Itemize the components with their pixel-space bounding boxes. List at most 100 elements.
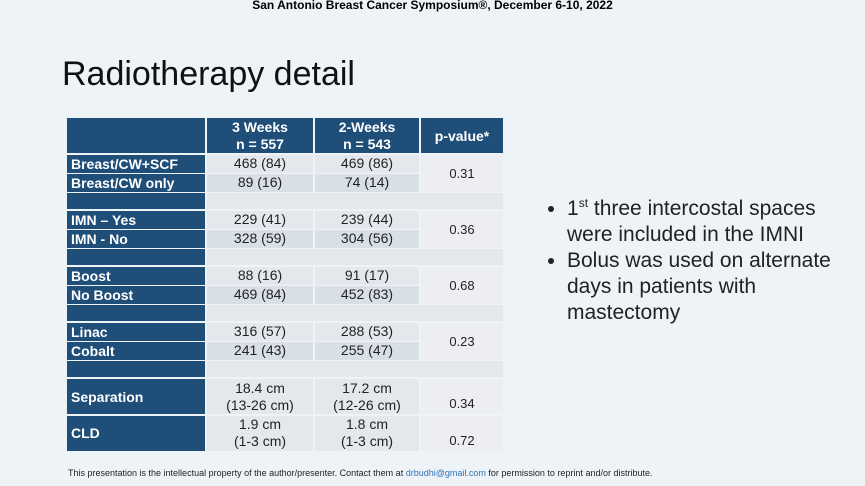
- cell-text: 304 (56): [340, 230, 394, 247]
- cell: 255 (47): [315, 342, 419, 360]
- cell-text: (1-3 cm): [340, 433, 394, 449]
- cell: 229 (41): [207, 211, 313, 229]
- footer-text: for permission to reprint and/or distrib…: [488, 468, 653, 478]
- cell-text: 468 (84): [233, 155, 287, 172]
- row-label-text: Linac: [71, 323, 108, 340]
- row-label: Breast/CW only: [67, 174, 205, 192]
- cell: 1.9 cm (1-3 cm): [207, 415, 313, 451]
- footer-email: drbudhi@gmail.com: [405, 468, 486, 478]
- header: San Antonio Breast Cancer Symposium®, De…: [252, 0, 613, 12]
- cell-text: 88 (16): [237, 267, 283, 284]
- cell-text: 241 (43): [233, 342, 287, 359]
- cell: 17.2 cm (12-26 cm): [315, 379, 419, 414]
- spacer: [207, 361, 503, 377]
- p-value-cell: 0.23: [421, 323, 503, 360]
- cell: 328 (59): [207, 230, 313, 248]
- cell-text: 1.8 cm: [345, 416, 388, 432]
- p-value: 0.23: [449, 333, 475, 349]
- row-label-text: Separation: [71, 388, 144, 405]
- p-value: 0.36: [449, 221, 475, 237]
- cell-text: 288 (53): [340, 323, 394, 340]
- cell-text: 469 (84): [233, 286, 287, 303]
- header-cell: 2-Weeks n = 543: [315, 118, 419, 153]
- cell: 288 (53): [315, 323, 419, 341]
- cell: 18.4 cm (13-26 cm): [207, 379, 313, 414]
- cell: 452 (83): [315, 286, 419, 304]
- cell-text: 17.2 cm: [342, 379, 392, 396]
- cell: 468 (84): [207, 155, 313, 173]
- p-value: 0.72: [449, 432, 475, 448]
- p-value-cell: 0.72: [421, 415, 503, 451]
- spacer-label: [67, 193, 205, 209]
- cell: 89 (16): [207, 174, 313, 192]
- cell-text: 229 (41): [233, 211, 287, 228]
- footer: This presentation is the intellectual pr…: [68, 468, 652, 478]
- cell-text: 91 (17): [344, 267, 390, 284]
- cell: 469 (86): [315, 155, 419, 173]
- cell: 316 (57): [207, 323, 313, 341]
- cell-text: 469 (86): [340, 155, 394, 172]
- cell-text: 1.9 cm: [238, 416, 281, 432]
- cell-text: 316 (57): [233, 323, 287, 340]
- header-cell: p-value*: [421, 118, 503, 153]
- cell-text: 74 (14): [344, 174, 390, 191]
- cell: 469 (84): [207, 286, 313, 304]
- p-value-cell: 0.34: [421, 379, 503, 414]
- row-label-text: Boost: [71, 267, 111, 284]
- spacer: [207, 249, 503, 265]
- superscript: st: [578, 196, 589, 210]
- bullet-text: three intercostal spaces were included i…: [567, 197, 816, 246]
- slide-title: Radiotherapy detail: [62, 55, 355, 93]
- header-cell: 3 Weeks n = 557: [207, 118, 313, 153]
- row-label-text: IMN – Yes: [71, 211, 137, 228]
- row-label-text: No Boost: [71, 286, 134, 303]
- bullet-prefix: 1: [567, 197, 579, 220]
- row-label: Linac: [67, 323, 205, 341]
- row-label-text: Cobalt: [71, 342, 115, 359]
- cell-text: 328 (59): [233, 230, 287, 247]
- row-label-text: CLD: [71, 425, 100, 441]
- cell: 91 (17): [315, 267, 419, 285]
- p-value: 0.31: [449, 165, 475, 181]
- row-label-text: Breast/CW+SCF: [71, 155, 178, 172]
- row-label: CLD: [67, 415, 205, 451]
- column-n: n = 557: [236, 135, 284, 152]
- cell-text: (12-26 cm): [333, 396, 401, 413]
- row-label: IMN – Yes: [67, 211, 205, 229]
- cell-text: 452 (83): [340, 286, 394, 303]
- cell: 88 (16): [207, 267, 313, 285]
- column-title: 2-Weeks: [338, 118, 396, 135]
- bullet: 1st three intercostal spaces were includ…: [567, 190, 847, 248]
- spacer: [207, 193, 503, 209]
- p-value: 0.34: [449, 396, 475, 411]
- row-label: Separation: [67, 379, 205, 414]
- cell-text: (13-26 cm): [226, 396, 294, 413]
- cell: 241 (43): [207, 342, 313, 360]
- p-value-cell: 0.36: [421, 211, 503, 248]
- cell-text: 18.4 cm: [235, 379, 285, 396]
- p-value-cell: 0.31: [421, 155, 503, 192]
- row-label-text: Breast/CW only: [71, 174, 175, 191]
- cell: 74 (14): [315, 174, 419, 192]
- cell: 239 (44): [315, 211, 419, 229]
- bullet-box: 1st three intercostal spaces were includ…: [547, 190, 847, 326]
- p-value: 0.68: [449, 277, 475, 293]
- spacer-label: [67, 305, 205, 321]
- spacer-label: [67, 249, 205, 265]
- row-label: IMN - No: [67, 230, 205, 248]
- footer-text: This presentation is the intellectual pr…: [68, 468, 404, 478]
- p-header: p-value*: [434, 127, 490, 144]
- cell-text: 255 (47): [340, 342, 394, 359]
- header-cell: [67, 118, 205, 153]
- bullet-text: Bolus was used on alternate days in pati…: [567, 249, 831, 324]
- cell: 1.8 cm (1-3 cm): [315, 415, 419, 451]
- cell-text: 89 (16): [237, 174, 283, 191]
- row-label: No Boost: [67, 286, 205, 304]
- row-label: Breast/CW+SCF: [67, 155, 205, 173]
- spacer: [207, 305, 503, 321]
- p-value-cell: 0.68: [421, 267, 503, 304]
- cell: 304 (56): [315, 230, 419, 248]
- bullet: Bolus was used on alternate days in pati…: [567, 248, 847, 326]
- row-label: Boost: [67, 267, 205, 285]
